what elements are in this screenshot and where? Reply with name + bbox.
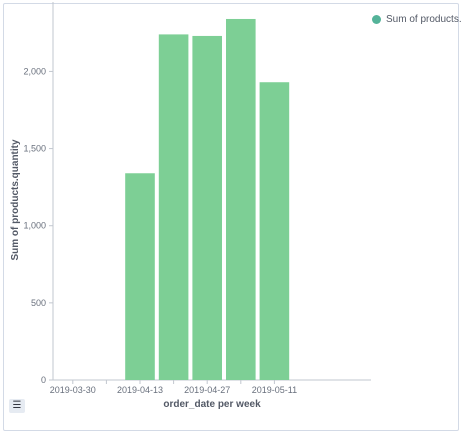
y-axis: 0 500 1,000 1,500 2,000 xyxy=(23,2,54,385)
y-tick-label: 0 xyxy=(41,375,46,385)
bar[interactable] xyxy=(259,82,290,380)
bar[interactable] xyxy=(125,173,155,380)
legend-swatch[interactable] xyxy=(372,15,381,24)
y-tick-label: 2,000 xyxy=(23,66,46,76)
list-icon: ☰ xyxy=(12,400,22,411)
legend-toggle-button[interactable]: ☰ xyxy=(9,399,25,413)
x-tick-label: 2019-05-11 xyxy=(252,385,297,395)
bar[interactable] xyxy=(158,34,189,381)
bar[interactable] xyxy=(192,35,222,380)
x-axis: 2019-03-30 2019-04-13 2019-04-27 2019-05-11 xyxy=(50,379,371,395)
x-tick-label: 2019-04-27 xyxy=(184,385,230,395)
x-tick-label: 2019-03-30 xyxy=(50,385,96,395)
x-axis-title: order_date per week xyxy=(163,399,261,410)
legend: Sum of products. xyxy=(372,14,462,25)
bars xyxy=(125,18,290,381)
y-axis-title: Sum of products.quantity xyxy=(10,139,21,261)
legend-label[interactable]: Sum of products. xyxy=(386,14,462,25)
y-tick-label: 500 xyxy=(31,298,46,308)
x-tick-label: 2019-04-13 xyxy=(117,385,163,395)
bar[interactable] xyxy=(226,18,256,380)
y-tick-label: 1,000 xyxy=(23,221,46,231)
y-tick-label: 1,500 xyxy=(23,144,46,154)
chart-panel xyxy=(3,3,459,431)
